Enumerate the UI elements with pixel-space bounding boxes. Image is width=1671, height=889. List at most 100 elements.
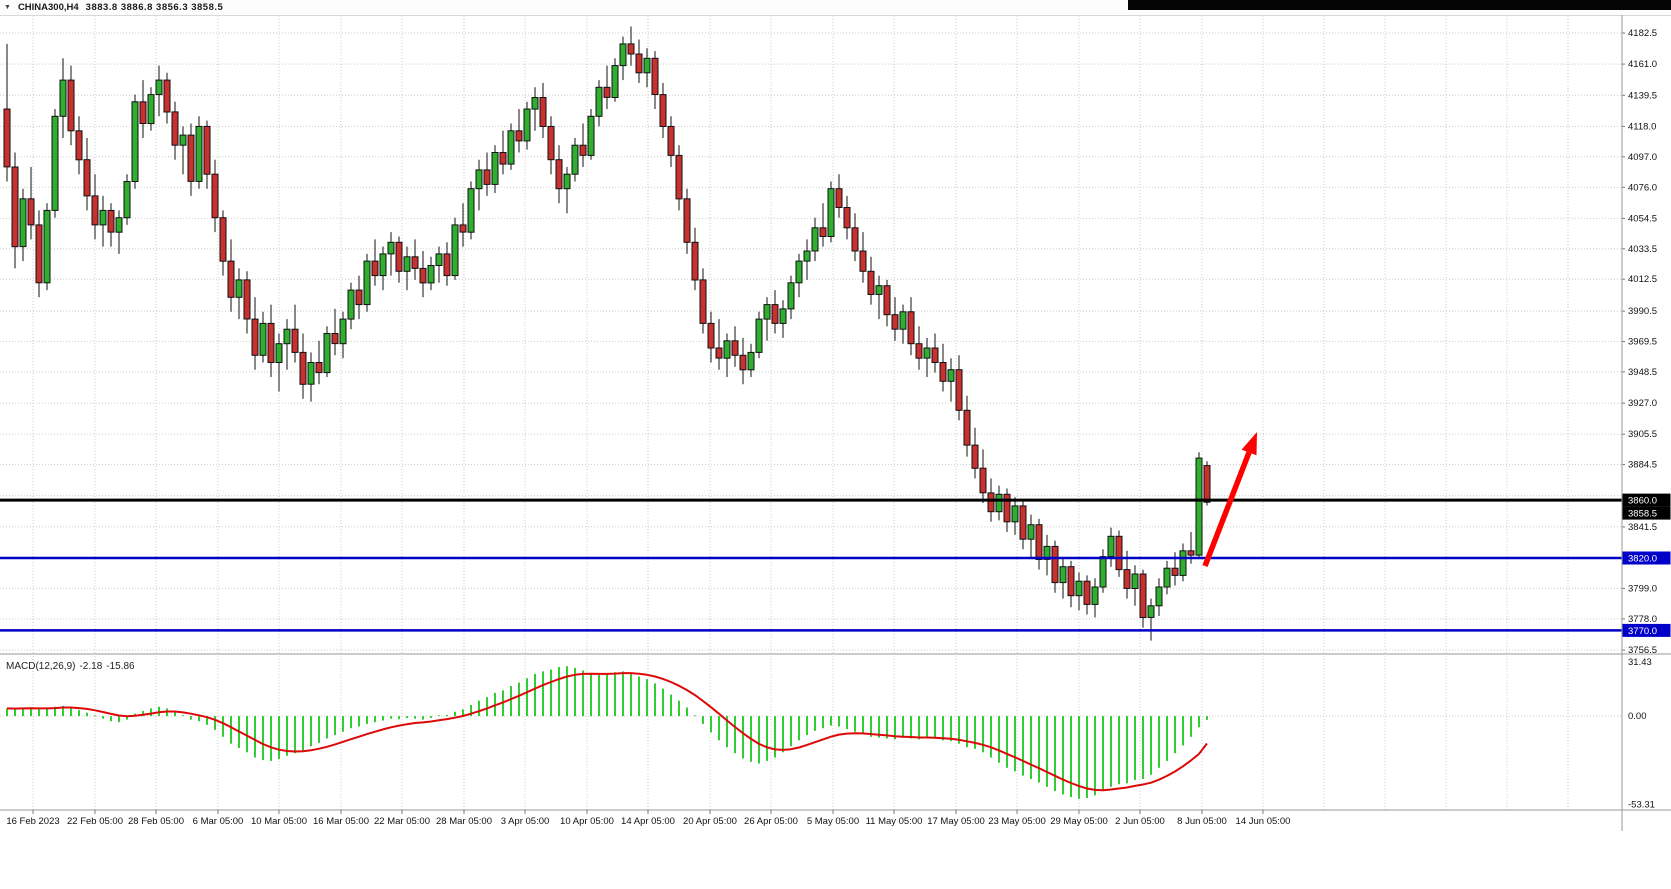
bull-candle	[115, 217, 123, 233]
bear-candle	[691, 241, 699, 281]
time-axis-label: 2 Jun 05:00	[1115, 816, 1165, 827]
bear-candle	[515, 130, 523, 142]
top-right-dark-strip	[1128, 0, 1671, 10]
bear-candle	[267, 322, 275, 363]
price-axis-label: 3927.0	[1628, 398, 1657, 409]
bull-candle	[1163, 567, 1171, 588]
price-axis-label: 4182.5	[1628, 28, 1657, 39]
bull-candle	[339, 318, 347, 345]
time-axis-label: 28 Mar 05:00	[436, 816, 492, 827]
bull-candle	[803, 250, 811, 262]
bull-candle	[1155, 586, 1163, 607]
bid-price-tag	[1622, 506, 1671, 520]
time-axis-label: 16 Mar 05:00	[313, 816, 369, 827]
price-line-tag	[1622, 551, 1671, 565]
bull-candle	[507, 130, 515, 165]
bull-candle	[571, 144, 579, 175]
bear-candle	[1083, 580, 1091, 605]
macd-scale-label: 31.43	[1628, 657, 1652, 668]
macd-name: MACD(12,26,9)	[6, 661, 76, 672]
bear-candle	[771, 304, 779, 324]
time-axis-label: 20 Apr 05:00	[683, 816, 737, 827]
price-axis-label: 4054.5	[1628, 213, 1657, 224]
bear-candle	[683, 198, 691, 243]
bull-candle	[59, 79, 67, 117]
macd-scale-label: 0.00	[1628, 711, 1647, 722]
bull-candle	[723, 340, 731, 359]
bear-candle	[819, 227, 827, 238]
bull-candle	[195, 125, 203, 182]
bear-candle	[83, 159, 91, 197]
bull-candle	[123, 181, 131, 219]
bull-candle	[99, 209, 107, 226]
bull-candle	[179, 134, 187, 146]
bear-candle	[459, 224, 467, 233]
bear-candle	[1139, 573, 1147, 618]
time-axis-label: 10 Apr 05:00	[560, 816, 614, 827]
bull-candle	[435, 253, 443, 266]
time-axis-label: 14 Jun 05:00	[1236, 816, 1291, 827]
bear-candle	[883, 285, 891, 316]
bear-candle	[1123, 569, 1131, 589]
bull-candle	[379, 253, 387, 277]
price-line-tag	[1622, 493, 1671, 507]
bull-candle	[1027, 524, 1035, 540]
bear-candle	[851, 227, 859, 252]
bar-ohlc-values: 3883.8 3886.8 3856.3 3858.5	[85, 2, 224, 13]
bear-candle	[1003, 493, 1011, 523]
bull-candle	[523, 108, 531, 142]
price-line-tag-text: 3860.0	[1628, 496, 1657, 507]
bear-candle	[739, 354, 747, 371]
time-axis-label: 11 May 05:00	[866, 816, 923, 827]
bear-candle	[1019, 505, 1027, 540]
macd-scale: 31.43 0.00 -53.31	[1628, 657, 1655, 811]
trend-arrow[interactable]	[1202, 432, 1257, 567]
bear-candle	[243, 279, 251, 320]
time-axis-label: 16 Feb 2023	[6, 816, 59, 827]
bull-candle	[403, 256, 411, 272]
price-axis-label: 3799.0	[1628, 583, 1657, 594]
bear-candle	[859, 250, 867, 272]
bull-candle	[451, 224, 459, 277]
bear-candle	[499, 152, 507, 165]
bear-candle	[675, 154, 683, 200]
bull-candle	[1011, 505, 1019, 523]
bull-candle	[595, 86, 603, 117]
bear-candle	[979, 467, 987, 494]
macd-histogram	[6, 666, 1208, 799]
bear-candle	[227, 260, 235, 298]
bear-candle	[1115, 535, 1123, 571]
price-line-tag	[1622, 623, 1671, 637]
bear-candle	[579, 144, 587, 156]
bull-candle	[795, 260, 803, 284]
bull-candle	[387, 241, 395, 255]
bear-candle	[331, 333, 339, 345]
bear-candle	[171, 111, 179, 146]
bear-candle	[291, 328, 299, 353]
bear-candle	[11, 166, 19, 248]
bear-candle	[915, 343, 923, 359]
bear-candle	[443, 253, 451, 277]
time-axis-label: 23 May 05:00	[988, 816, 1046, 827]
bull-candle	[875, 285, 883, 295]
time-axis-label: 28 Feb 05:00	[128, 816, 184, 827]
bear-candle	[891, 314, 899, 330]
price-axis-label: 3948.5	[1628, 367, 1657, 378]
bear-candle	[867, 270, 875, 295]
bear-candle	[395, 241, 403, 272]
bear-candle	[27, 198, 35, 226]
bear-candle	[603, 86, 611, 98]
bear-candle	[251, 318, 259, 356]
price-axis-label: 4012.5	[1628, 274, 1657, 285]
bull-candle	[131, 101, 139, 182]
bear-candle	[1171, 567, 1179, 576]
bull-candle	[643, 57, 651, 74]
symbol-timeframe-label: CHINA300,H4	[17, 2, 79, 13]
bear-candle	[355, 289, 363, 306]
bear-candle	[163, 79, 171, 113]
bear-candle	[1067, 566, 1075, 597]
symbol-dropdown-icon[interactable]: ▼	[4, 4, 11, 11]
